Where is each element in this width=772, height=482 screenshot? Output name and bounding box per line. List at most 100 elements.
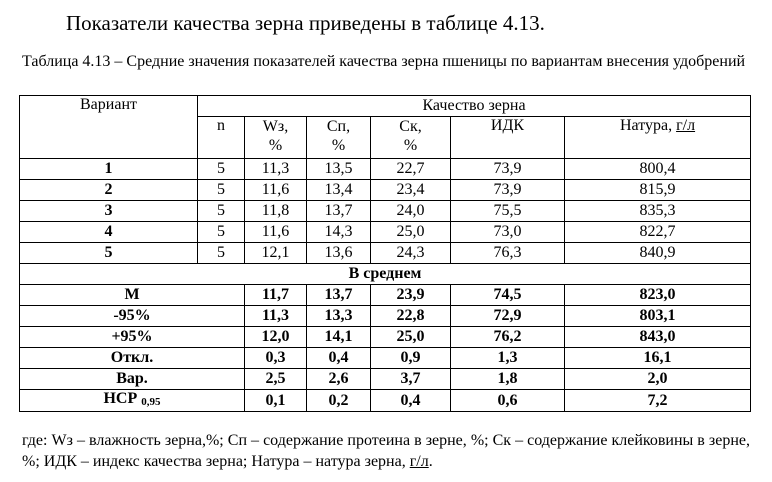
stats-label-subscript: 0,95 [141, 396, 161, 408]
header-gluten-name: Ск, [399, 118, 422, 135]
row-idk: 73,9 [450, 158, 565, 180]
footnote-text: где: Wз – влажность зерна,%; Сп – содерж… [22, 432, 750, 470]
stats-gluten: 23,9 [370, 284, 451, 306]
row-gluten: 25,0 [370, 221, 451, 243]
stats-gluten: 0,4 [370, 389, 451, 412]
header-natura-label: Натура, [619, 117, 677, 135]
table-caption: Таблица 4.13 – Средние значения показате… [22, 53, 746, 70]
stats-protein: 14,1 [306, 326, 371, 348]
stats-moisture: 0,3 [244, 347, 307, 369]
stats-protein: 0,2 [306, 389, 371, 412]
stats-idk: 0,6 [450, 389, 565, 412]
header-natura-unit: г/л [676, 117, 696, 135]
header-grain-quality: Качество зерна [196, 95, 752, 117]
stats-natura: 2,0 [563, 368, 752, 390]
intro-sentence: Показатели качества зерна приведены в та… [66, 11, 545, 35]
stats-label-text: НСР [103, 390, 142, 408]
stats-protein: 0,4 [306, 347, 371, 369]
footnote-end: . [428, 453, 433, 470]
stats-gluten: 3,7 [370, 368, 451, 390]
row-moisture: 11,3 [244, 158, 307, 180]
stats-natura: 7,2 [563, 389, 752, 412]
header-gluten-unit: % [403, 137, 418, 154]
row-gluten: 24,0 [370, 200, 451, 222]
row-natura: 822,7 [563, 221, 752, 243]
header-n: n [197, 116, 245, 159]
row-moisture: 11,6 [244, 179, 307, 201]
header-gluten: Ск, % [370, 116, 451, 159]
stats-idk: 72,9 [450, 305, 565, 327]
row-protein: 13,4 [306, 179, 371, 201]
row-n: 5 [197, 158, 245, 180]
row-gluten: 23,4 [370, 179, 451, 201]
stats-row: +95% 12,0 14,1 25,0 76,2 843,0 [19, 326, 752, 348]
stats-label: М [19, 284, 245, 306]
stats-natura: 16,1 [563, 347, 752, 369]
stats-natura: 803,1 [563, 305, 752, 327]
average-section-row: В среднем [18, 263, 752, 285]
row-protein: 13,7 [306, 200, 371, 222]
row-variant: 3 [19, 200, 198, 222]
stats-row: НСР 0,95 0,1 0,2 0,4 0,6 7,2 [19, 389, 752, 412]
table-footnote: где: Wз – влажность зерна,%; Сп – содерж… [22, 430, 750, 472]
table-row: 5 5 12,1 13,6 24,3 76,3 840,9 [19, 242, 752, 264]
stats-idk: 74,5 [450, 284, 565, 306]
stats-label: -95% [19, 305, 245, 327]
stats-moisture: 0,1 [244, 389, 307, 412]
stats-moisture: 2,5 [244, 368, 307, 390]
row-protein: 14,3 [306, 221, 371, 243]
stats-label: НСР 0,95 [19, 389, 245, 412]
header-protein-name: Сп, [326, 118, 351, 135]
header-moisture-unit: % [268, 137, 283, 154]
stats-label: Вар. [19, 368, 245, 390]
row-variant: 1 [19, 158, 198, 180]
stats-natura: 823,0 [563, 284, 752, 306]
stats-natura: 843,0 [563, 326, 752, 348]
stats-moisture: 11,7 [244, 284, 307, 306]
stats-idk: 1,3 [450, 347, 565, 369]
header-row-2: n Wз, % Сп, % Ск, % ИДК Натура, г/л [20, 116, 752, 159]
stats-idk: 76,2 [450, 326, 565, 348]
stats-label: +95% [19, 326, 245, 348]
row-moisture: 11,8 [244, 200, 307, 222]
row-gluten: 24,3 [370, 242, 451, 264]
row-variant: 2 [19, 179, 198, 201]
row-n: 5 [197, 179, 245, 201]
stats-row: Откл. 0,3 0,4 0,9 1,3 16,1 [19, 347, 752, 369]
header-protein: Сп, % [306, 116, 371, 159]
row-moisture: 11,6 [244, 221, 307, 243]
row-variant: 4 [19, 221, 198, 243]
stats-row: Вар. 2,5 2,6 3,7 1,8 2,0 [19, 368, 752, 390]
stats-moisture: 11,3 [244, 305, 307, 327]
header-variant: Вариант [19, 95, 198, 159]
stats-row: -95% 11,3 13,3 22,8 72,9 803,1 [19, 305, 752, 327]
table-row: 3 5 11,8 13,7 24,0 75,5 835,3 [19, 200, 752, 222]
row-natura: 835,3 [563, 200, 752, 222]
row-idk: 76,3 [450, 242, 565, 264]
footnote-unit: г/л [409, 453, 429, 470]
row-variant: 5 [19, 242, 198, 264]
row-natura: 840,9 [563, 242, 752, 264]
average-section-label: В среднем [18, 263, 752, 285]
row-n: 5 [197, 242, 245, 264]
row-moisture: 12,1 [244, 242, 307, 264]
header-moisture: Wз, % [244, 116, 307, 159]
header-row-1: Вариант Качество зерна [19, 95, 752, 159]
stats-gluten: 25,0 [370, 326, 451, 348]
row-gluten: 22,7 [370, 158, 451, 180]
stats-moisture: 12,0 [244, 326, 307, 348]
stats-gluten: 22,8 [370, 305, 451, 327]
stats-protein: 2,6 [306, 368, 371, 390]
header-moisture-name: Wз, [262, 118, 289, 135]
stats-idk: 1,8 [450, 368, 565, 390]
stats-label: Откл. [19, 347, 245, 369]
header-protein-unit: % [331, 137, 346, 154]
stats-gluten: 0,9 [370, 347, 451, 369]
grain-quality-table: Вариант Качество зерна n Wз, % Сп, % Ск,… [18, 95, 752, 412]
table-row: 2 5 11,6 13,4 23,4 73,9 815,9 [19, 179, 752, 201]
row-protein: 13,6 [306, 242, 371, 264]
row-idk: 73,0 [450, 221, 565, 243]
row-natura: 800,4 [563, 158, 752, 180]
row-idk: 73,9 [450, 179, 565, 201]
row-n: 5 [197, 200, 245, 222]
